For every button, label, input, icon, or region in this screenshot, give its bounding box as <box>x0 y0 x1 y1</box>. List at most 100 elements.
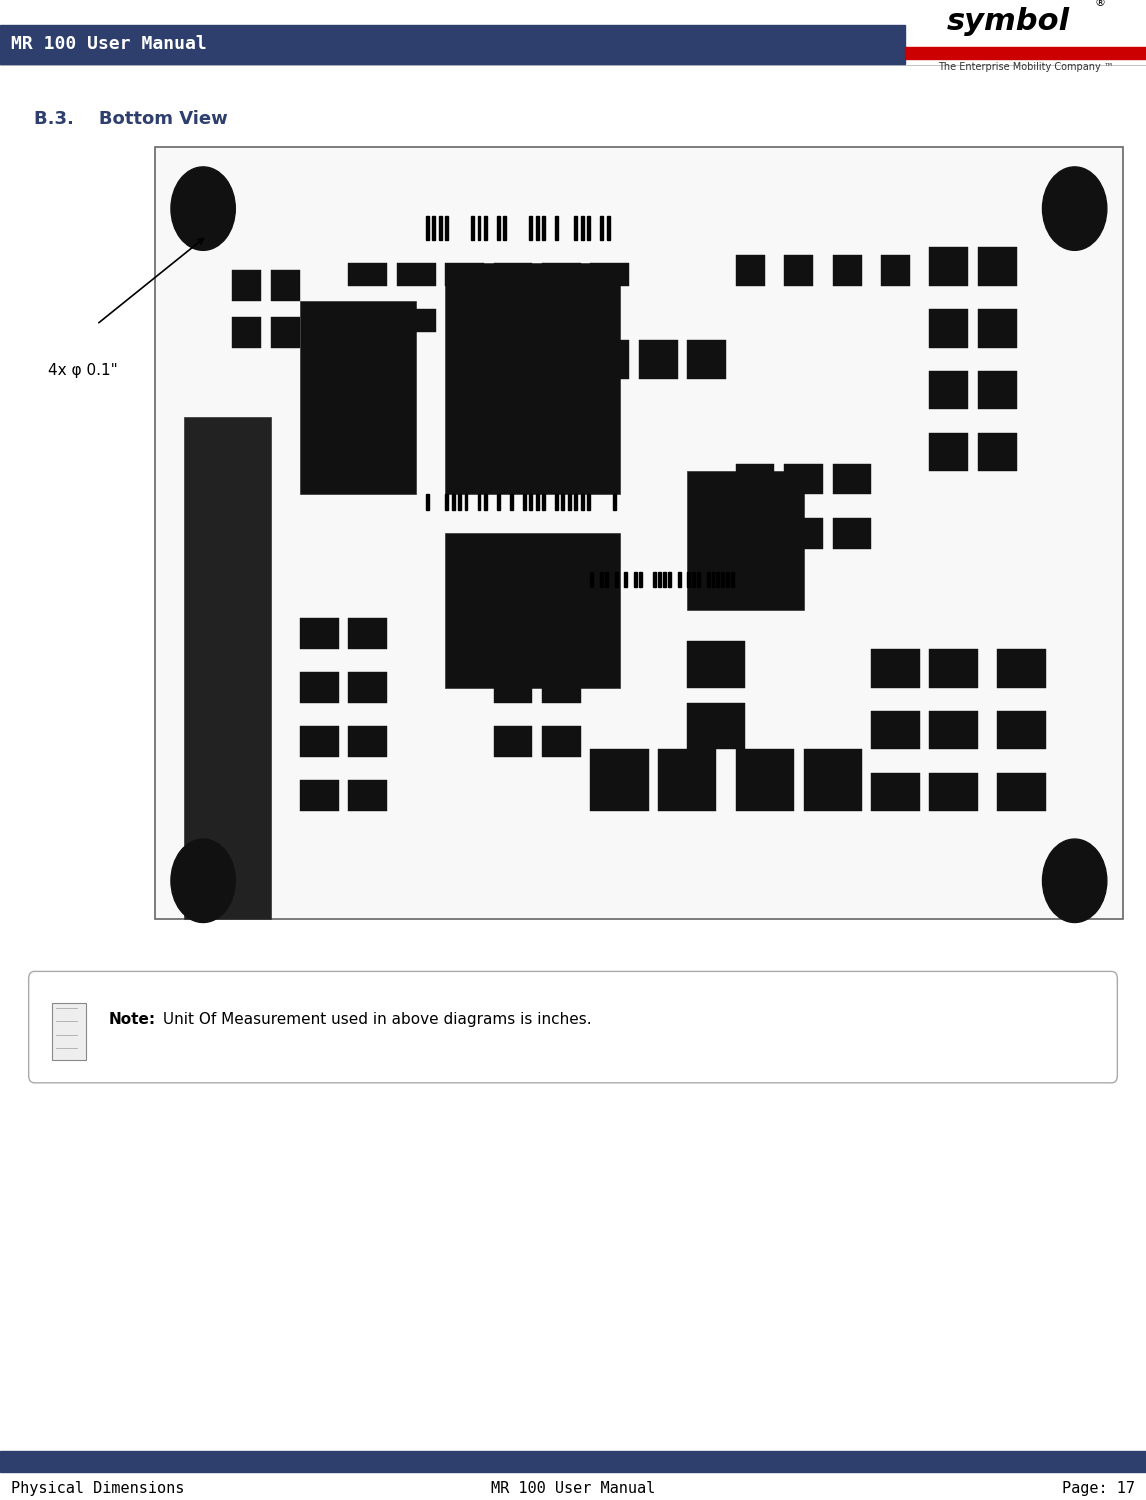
Bar <box>494 618 533 650</box>
Bar <box>614 572 618 586</box>
Bar <box>439 216 441 240</box>
Bar <box>605 572 607 586</box>
Bar <box>535 216 539 240</box>
Bar <box>712 572 714 586</box>
Bar <box>555 216 558 240</box>
Bar <box>348 672 387 704</box>
Bar <box>397 262 435 286</box>
Bar <box>348 262 387 286</box>
Text: ®: ® <box>1094 0 1106 8</box>
Bar <box>587 495 590 510</box>
Bar <box>445 532 620 687</box>
Bar <box>348 618 387 650</box>
Bar <box>445 216 448 240</box>
Bar <box>692 572 696 586</box>
Bar <box>997 711 1045 750</box>
Bar <box>653 572 657 586</box>
Bar <box>978 432 1017 471</box>
FancyBboxPatch shape <box>29 972 1117 1083</box>
Circle shape <box>1043 839 1107 922</box>
Bar <box>535 495 539 510</box>
Bar <box>803 750 862 812</box>
Bar <box>445 262 620 495</box>
Circle shape <box>171 166 235 250</box>
Bar <box>464 495 468 510</box>
Bar <box>397 309 435 332</box>
Bar <box>270 316 300 348</box>
Bar <box>300 672 339 704</box>
Bar <box>426 495 429 510</box>
Bar <box>606 216 610 240</box>
Bar <box>581 495 583 510</box>
Bar <box>736 464 775 495</box>
Bar <box>929 309 968 348</box>
Bar <box>155 147 1123 920</box>
Bar <box>697 572 700 586</box>
Bar <box>581 216 583 240</box>
Bar <box>426 216 429 240</box>
Bar <box>568 495 571 510</box>
Bar <box>497 495 500 510</box>
Bar <box>978 309 1017 348</box>
Bar <box>997 772 1045 812</box>
Text: B.3.    Bottom View: B.3. Bottom View <box>34 110 228 128</box>
Bar <box>832 255 862 286</box>
Bar <box>270 270 300 302</box>
Bar <box>542 495 545 510</box>
Text: 4x φ 0.1": 4x φ 0.1" <box>48 363 118 378</box>
Bar <box>832 464 871 495</box>
Bar <box>529 216 532 240</box>
Bar <box>233 316 261 348</box>
Bar <box>929 370 968 410</box>
Bar <box>613 495 617 510</box>
Bar <box>997 650 1045 687</box>
Text: Unit Of Measurement used in above diagrams is inches.: Unit Of Measurement used in above diagra… <box>158 1013 591 1028</box>
Bar <box>478 216 480 240</box>
Bar <box>471 216 474 240</box>
Text: Physical Dimensions: Physical Dimensions <box>11 1480 185 1496</box>
Bar <box>503 216 507 240</box>
Text: The Enterprise Mobility Company ™: The Enterprise Mobility Company ™ <box>937 62 1114 72</box>
Bar <box>634 572 637 586</box>
Bar <box>0 1452 1146 1472</box>
Bar <box>497 216 500 240</box>
Bar <box>871 772 920 812</box>
Bar <box>587 216 590 240</box>
Bar <box>784 518 823 549</box>
Bar <box>929 711 978 750</box>
Bar <box>542 672 581 704</box>
Bar <box>638 340 677 378</box>
Bar <box>542 726 581 758</box>
Bar <box>233 270 261 302</box>
Bar <box>736 255 764 286</box>
Bar <box>601 572 603 586</box>
Text: MR 100 User Manual: MR 100 User Manual <box>11 36 207 54</box>
Bar <box>658 572 661 586</box>
Bar <box>494 672 533 704</box>
Bar <box>638 572 642 586</box>
Bar <box>348 309 387 332</box>
Bar <box>929 432 968 471</box>
Bar <box>736 518 775 549</box>
Bar <box>727 572 729 586</box>
Bar <box>688 340 727 378</box>
Bar <box>555 495 558 510</box>
Text: Note:: Note: <box>109 1013 156 1028</box>
Bar <box>590 340 629 378</box>
Bar <box>929 248 968 286</box>
Bar <box>529 495 532 510</box>
Bar <box>784 464 823 495</box>
Bar <box>494 262 533 286</box>
Bar <box>0 26 905 63</box>
Bar <box>664 572 666 586</box>
Bar <box>300 302 416 495</box>
Bar <box>707 572 709 586</box>
Text: symbol: symbol <box>947 8 1070 36</box>
Bar <box>574 495 578 510</box>
Bar <box>452 495 455 510</box>
Bar <box>716 572 720 586</box>
Bar <box>484 495 487 510</box>
Text: MR 100 User Manual: MR 100 User Manual <box>490 1480 656 1496</box>
Circle shape <box>171 839 235 922</box>
Circle shape <box>1043 166 1107 250</box>
